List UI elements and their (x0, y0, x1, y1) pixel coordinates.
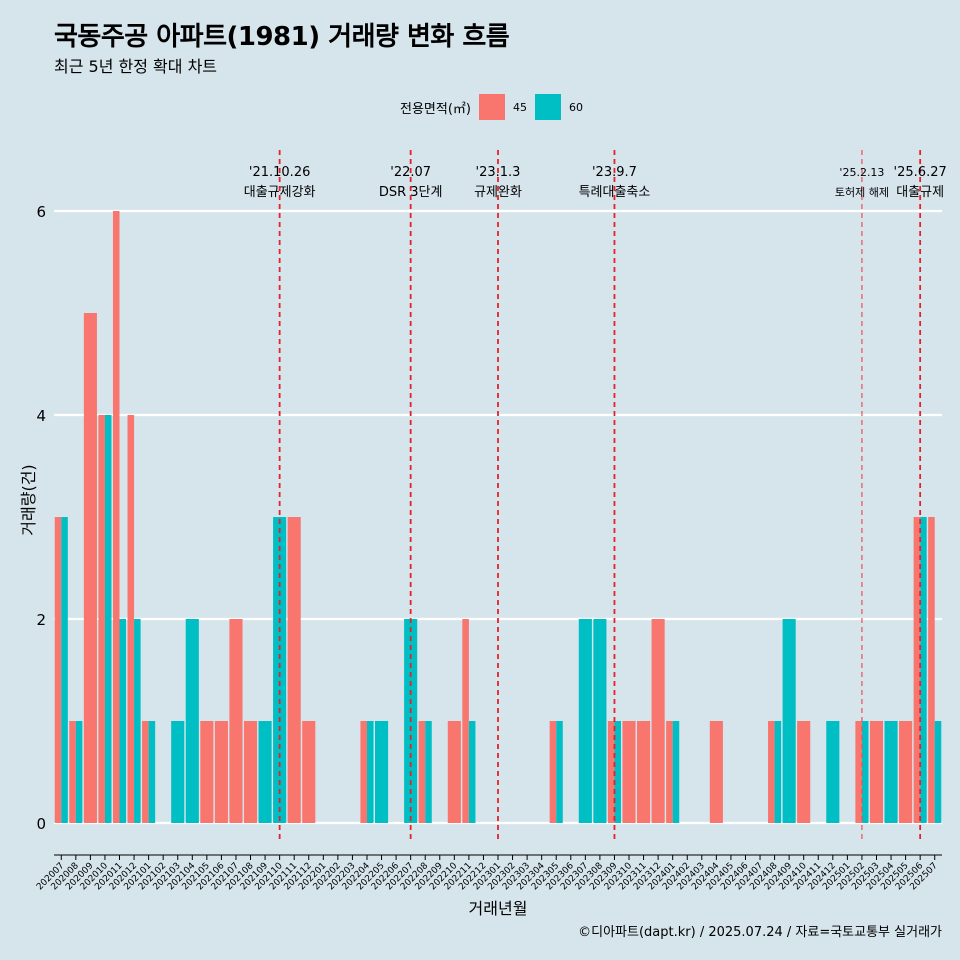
event-date-202309: '23.9.7 (592, 165, 637, 180)
bar-60-202305 (556, 721, 563, 823)
event-label-202502: 토허제 해제 (835, 185, 889, 199)
legend-label-60: 60 (568, 100, 583, 114)
y-tick-label: 2 (36, 611, 46, 629)
y-tick-label: 4 (36, 407, 46, 425)
bar-45-202011 (112, 211, 120, 823)
bar-60-202011 (119, 619, 127, 823)
bar-45-202505 (899, 721, 913, 823)
event-date-202110: '21.10.26 (249, 165, 310, 180)
bar-45-202204 (360, 721, 367, 823)
bar-45-202106 (214, 721, 228, 823)
legend-swatch-60 (534, 94, 561, 120)
bar-45-202312 (651, 619, 665, 823)
bar-60-202010 (104, 415, 112, 823)
bar-45-202012 (127, 415, 135, 823)
bar-60-202308 (593, 619, 607, 823)
bar-60-202408 (774, 721, 782, 823)
event-label-202207: DSR 3단계 (379, 185, 443, 200)
y-tick-label: 6 (36, 203, 46, 221)
chart-title: 국동주공 아파트(1981) 거래량 변화 흐름 (54, 22, 510, 52)
bar-60-202012 (134, 619, 141, 823)
event-date-202502: '25.2.13 (839, 166, 884, 179)
bar-45-202404 (709, 721, 723, 823)
bar-60-202101 (148, 721, 156, 823)
bar-60-202502 (861, 721, 869, 823)
bar-60-202507 (934, 721, 942, 823)
y-tick-label: 0 (36, 815, 46, 833)
bar-60-202109 (258, 721, 272, 823)
bar-60-202504 (884, 721, 898, 823)
bar-45-202210 (447, 721, 461, 823)
bar-45-202311 (637, 721, 651, 823)
event-date-202207: '22.07 (390, 165, 431, 180)
event-label-202301: 규제완화 (474, 185, 522, 200)
source-caption: ©디아파트(dapt.kr) / 2025.07.24 / 자료=국토교통부 실… (578, 925, 942, 940)
bar-60-202211 (468, 721, 476, 823)
bar-60-202208 (425, 721, 432, 823)
bar-45-202101 (142, 721, 149, 823)
bar-60-202412 (826, 721, 840, 823)
legend-label-45: 45 (512, 100, 527, 114)
bar-60-202309 (614, 721, 622, 823)
y-axis-title: 거래량(건) (19, 464, 38, 535)
bar-45-202208 (418, 721, 426, 823)
bar-60-202104 (185, 619, 199, 823)
bar-45-202408 (768, 721, 775, 823)
legend-title: 전용면적(㎡) (400, 101, 471, 117)
bar-45-202008 (69, 721, 76, 823)
legend: 전용면적(㎡) 45 60 (400, 94, 591, 120)
bar-45-202009 (83, 313, 97, 823)
bar-60-202307 (578, 619, 592, 823)
bar-60-202008 (75, 721, 83, 823)
bar-45-202010 (98, 415, 105, 823)
event-label-202506: 대출규제 (896, 185, 944, 200)
bar-45-202305 (549, 721, 557, 823)
bar-45-202410 (797, 721, 811, 823)
x-axis-title: 거래년월 (469, 899, 528, 918)
bar-60-202401 (672, 721, 680, 823)
chart-subtitle: 최근 5년 한정 확대 차트 (54, 57, 218, 76)
bar-60-202007 (61, 517, 68, 823)
bar-45-202107 (229, 619, 243, 823)
bar-45-202507 (928, 517, 935, 823)
bar-45-202007 (54, 517, 62, 823)
bar-45-202112 (302, 721, 316, 823)
bar-60-202205 (374, 721, 389, 823)
bar-45-202502 (855, 721, 862, 823)
event-date-202506: '25.6.27 (894, 165, 947, 180)
bar-60-202110 (273, 517, 287, 823)
bar-60-202506 (920, 517, 927, 823)
bar-45-202503 (869, 721, 884, 823)
bar-45-202401 (666, 721, 673, 823)
bar-60-202103 (171, 721, 185, 823)
bar-60-202409 (782, 619, 796, 823)
bar-45-202309 (607, 721, 615, 823)
bar-45-202506 (913, 517, 921, 823)
bar-45-202211 (462, 619, 469, 823)
event-label-202309: 특례대출축소 (579, 185, 651, 200)
bar-45-202105 (200, 721, 214, 823)
bar-45-202111 (287, 517, 301, 823)
bar-45-202310 (622, 721, 636, 823)
event-date-202301: '23.1.3 (476, 165, 521, 180)
bar-60-202204 (366, 721, 374, 823)
legend-swatch-45 (478, 94, 505, 120)
event-label-202110: 대출규제강화 (244, 185, 316, 200)
bar-45-202108 (243, 721, 258, 823)
